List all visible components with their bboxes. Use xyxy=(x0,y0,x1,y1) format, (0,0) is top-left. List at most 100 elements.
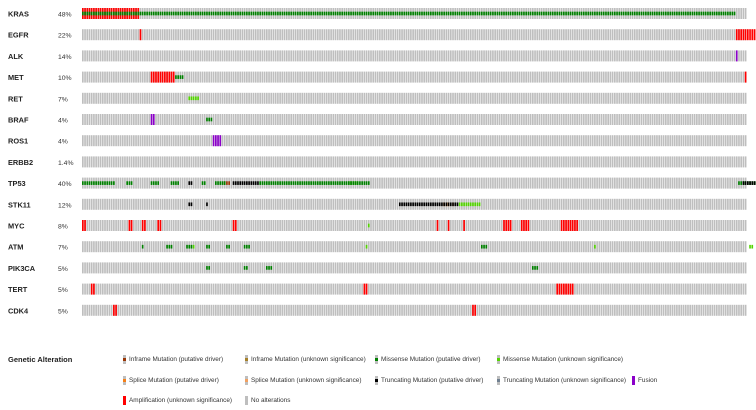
sample-cell xyxy=(314,241,317,253)
sample-cell xyxy=(611,177,614,189)
sample-cell xyxy=(272,114,275,125)
alteration-missense-driver xyxy=(310,11,312,16)
alteration-truncating-driver xyxy=(246,181,248,185)
sample-cell xyxy=(270,156,273,168)
sample-cell xyxy=(507,135,510,147)
sample-cell xyxy=(175,198,177,210)
sample-cell xyxy=(481,156,483,168)
sample-cell xyxy=(622,92,625,104)
sample-cell xyxy=(580,29,583,41)
alteration-missense-driver xyxy=(325,11,328,16)
sample-cell xyxy=(576,92,578,104)
sample-cell xyxy=(316,92,319,104)
alteration-missense-driver xyxy=(210,117,213,122)
sample-cell xyxy=(152,135,155,147)
sample-cell xyxy=(354,29,357,41)
alteration-missense-driver xyxy=(481,244,483,249)
sample-cell xyxy=(281,71,284,83)
sample-cell xyxy=(230,220,233,231)
sample-cell xyxy=(356,241,359,253)
sample-cell xyxy=(172,198,175,210)
sample-cell xyxy=(602,156,605,168)
sample-cell xyxy=(161,262,164,274)
sample-cell xyxy=(534,220,536,231)
sample-cell xyxy=(718,156,720,168)
sample-cell xyxy=(234,114,237,125)
sample-cell xyxy=(494,71,496,83)
sample-cell xyxy=(308,114,310,125)
sample-cell xyxy=(95,71,97,83)
sample-cell xyxy=(243,198,246,210)
sample-cell xyxy=(137,177,140,189)
alteration-missense-driver xyxy=(383,11,386,16)
alteration-missense-driver xyxy=(168,11,171,16)
sample-cell xyxy=(545,156,547,168)
sample-cell xyxy=(638,29,641,41)
alteration-missense-driver xyxy=(263,181,266,185)
sample-cell xyxy=(416,262,419,274)
alteration-missense-driver xyxy=(551,11,554,16)
sample-cell xyxy=(332,114,335,125)
sample-cell xyxy=(529,262,532,274)
sample-cell xyxy=(713,71,716,83)
sample-cell xyxy=(640,177,643,189)
sample-cell xyxy=(170,220,173,231)
sample-cell xyxy=(729,220,731,231)
sample-cell xyxy=(237,92,239,104)
sample-cell xyxy=(356,135,359,147)
sample-cell xyxy=(662,92,665,104)
sample-cell xyxy=(339,156,341,168)
sample-cell xyxy=(445,156,448,168)
sample-cell xyxy=(412,29,414,41)
sample-cell xyxy=(148,177,151,189)
sample-cell xyxy=(536,220,539,231)
sample-cell xyxy=(518,92,521,104)
sample-cell xyxy=(565,156,567,168)
sample-cell xyxy=(709,241,711,253)
alteration-missense-driver xyxy=(170,11,173,16)
sample-cell xyxy=(682,198,685,210)
sample-cell xyxy=(434,114,437,125)
sample-cell xyxy=(144,177,146,189)
sample-cell xyxy=(735,241,738,253)
sample-cell xyxy=(212,177,215,189)
sample-cell xyxy=(591,135,594,147)
sample-cell xyxy=(186,220,188,231)
sample-cell xyxy=(305,135,308,147)
sample-cell xyxy=(514,135,516,147)
alteration-missense-driver xyxy=(99,181,102,185)
sample-cell xyxy=(647,220,649,231)
sample-cell xyxy=(206,29,208,41)
sample-cell xyxy=(580,198,583,210)
alteration-missense-driver xyxy=(647,11,649,16)
sample-cell xyxy=(414,92,417,104)
sample-cell xyxy=(292,29,295,41)
sample-cell xyxy=(658,198,660,210)
alteration-truncating-driver xyxy=(438,202,441,207)
sample-cell xyxy=(520,135,523,147)
sample-cell xyxy=(303,50,306,62)
sample-cell xyxy=(279,241,281,253)
gene-percent-cdk4: 5% xyxy=(58,308,68,315)
alteration-missense-driver xyxy=(166,11,168,16)
alteration-missense-driver xyxy=(108,11,111,16)
sample-cell xyxy=(449,50,452,62)
sample-cell xyxy=(183,71,186,83)
alteration-amplification xyxy=(161,71,164,83)
sample-cell xyxy=(328,135,330,147)
sample-cell xyxy=(576,177,578,189)
sample-cell xyxy=(159,198,162,210)
sample-cell xyxy=(170,156,173,168)
sample-cell xyxy=(179,177,182,189)
sample-cell xyxy=(485,177,488,189)
sample-cell xyxy=(629,92,632,104)
sample-cell xyxy=(412,92,414,104)
sample-cell xyxy=(729,135,731,147)
sample-cell xyxy=(157,114,160,125)
sample-cell xyxy=(587,198,590,210)
sample-cell xyxy=(707,177,709,189)
alteration-missense-driver xyxy=(549,11,552,16)
sample-cell xyxy=(543,177,545,189)
sample-cell xyxy=(314,220,317,231)
alteration-missense-driver xyxy=(234,11,237,16)
